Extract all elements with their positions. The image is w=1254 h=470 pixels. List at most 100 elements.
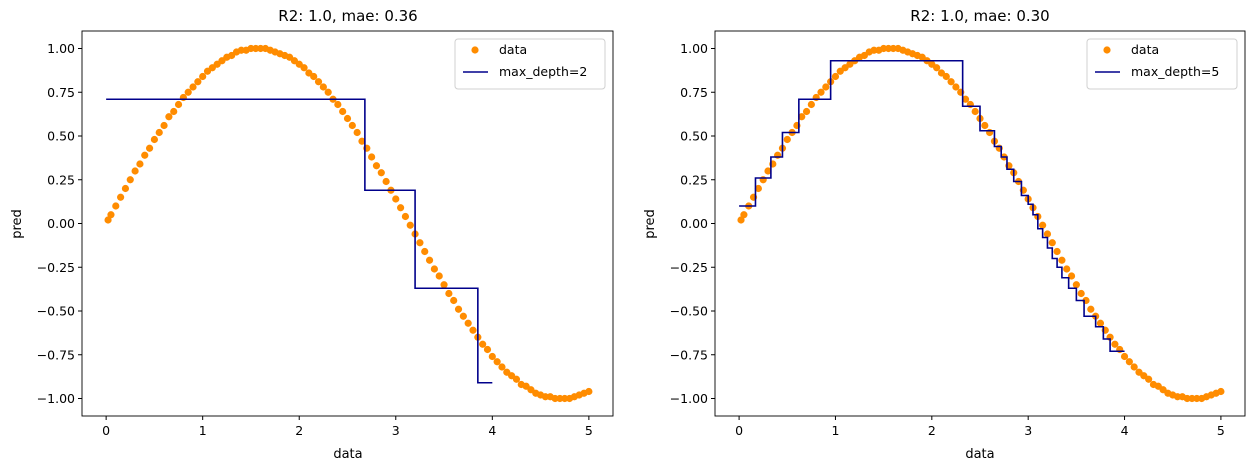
data-point bbox=[334, 100, 342, 109]
legend-label: data bbox=[1131, 42, 1159, 57]
y-tick-label: 0.00 bbox=[47, 216, 75, 231]
y-tick-label: −0.50 bbox=[670, 304, 708, 319]
data-point bbox=[961, 95, 970, 103]
data-point bbox=[440, 281, 448, 289]
data-point bbox=[131, 167, 139, 175]
data-point bbox=[435, 272, 443, 280]
step-line bbox=[739, 59, 1125, 353]
y-tick-label: −0.25 bbox=[37, 260, 75, 275]
y-tick-label: −0.75 bbox=[37, 347, 75, 362]
data-point bbox=[112, 202, 120, 210]
chart-title: R2: 1.0, mae: 0.30 bbox=[910, 7, 1049, 25]
data-point bbox=[512, 375, 521, 383]
x-tick-label: 3 bbox=[392, 423, 400, 438]
x-tick-label: 4 bbox=[488, 423, 496, 438]
data-point bbox=[377, 169, 385, 177]
data-point bbox=[740, 211, 748, 219]
y-tick-label: 1.00 bbox=[47, 41, 75, 56]
legend-marker-data bbox=[471, 46, 479, 54]
data-point bbox=[1058, 256, 1066, 264]
data-point bbox=[150, 135, 159, 144]
legend-marker-data bbox=[1103, 46, 1111, 54]
x-axis-label: data bbox=[333, 447, 362, 462]
data-point bbox=[372, 162, 381, 170]
data-point bbox=[126, 176, 134, 184]
x-tick-label: 1 bbox=[831, 423, 839, 438]
y-tick-label: 1.00 bbox=[680, 41, 708, 56]
data-point bbox=[445, 289, 453, 298]
data-point bbox=[368, 153, 376, 161]
data-point bbox=[324, 88, 332, 96]
data-point bbox=[314, 78, 323, 86]
data-point bbox=[382, 177, 390, 186]
y-axis-label: pred bbox=[643, 209, 658, 239]
data-point bbox=[1096, 319, 1105, 327]
x-tick-label: 2 bbox=[928, 423, 936, 438]
x-tick-label: 2 bbox=[295, 423, 303, 438]
data-point bbox=[397, 204, 405, 212]
data-point bbox=[300, 64, 308, 72]
chart-panel-right: R2: 1.0, mae: 0.30 data pred 0 1 2 3 4 5 1.00 0… bbox=[643, 7, 1246, 462]
x-tick-label: 0 bbox=[102, 423, 110, 438]
plot-area bbox=[82, 31, 613, 416]
chart-title: R2: 1.0, mae: 0.36 bbox=[278, 7, 417, 25]
y-axis-label: pred bbox=[10, 209, 25, 239]
data-point bbox=[1063, 265, 1071, 273]
data-point bbox=[822, 83, 830, 91]
data-point bbox=[1067, 272, 1076, 280]
data-point bbox=[479, 340, 487, 348]
data-point bbox=[1120, 352, 1129, 361]
plot-area bbox=[715, 31, 1245, 416]
data-point bbox=[783, 135, 791, 144]
data-point bbox=[807, 100, 815, 109]
data-point bbox=[136, 160, 144, 168]
data-point bbox=[585, 387, 593, 396]
data-point bbox=[737, 216, 745, 224]
data-point bbox=[1125, 358, 1133, 366]
data-point bbox=[141, 151, 149, 159]
data-point bbox=[155, 128, 163, 137]
data-point bbox=[1072, 281, 1080, 289]
data-point bbox=[981, 121, 989, 130]
y-tick-label: −1.00 bbox=[670, 391, 708, 406]
data-point bbox=[971, 107, 979, 116]
data-point bbox=[194, 78, 202, 86]
data-point bbox=[107, 211, 115, 219]
data-point bbox=[189, 83, 197, 91]
data-point bbox=[1130, 363, 1138, 371]
x-tick-label: 1 bbox=[199, 423, 207, 438]
data-point bbox=[798, 113, 806, 121]
data-point bbox=[754, 184, 762, 193]
data-point bbox=[498, 363, 506, 371]
data-point bbox=[942, 72, 950, 81]
data-point bbox=[121, 184, 130, 193]
y-tick-label: 0.50 bbox=[680, 129, 708, 144]
data-point bbox=[933, 64, 941, 72]
legend-label: max_depth=2 bbox=[499, 64, 587, 79]
data-point bbox=[1053, 247, 1061, 256]
data-point bbox=[184, 88, 192, 96]
axes-frame bbox=[714, 30, 1246, 417]
data-point bbox=[493, 358, 501, 366]
data-point bbox=[319, 83, 327, 91]
data-point bbox=[1145, 375, 1153, 383]
data-point bbox=[459, 312, 467, 320]
data-point bbox=[104, 216, 112, 224]
data-point bbox=[339, 107, 347, 116]
data-point bbox=[343, 114, 352, 123]
data-point bbox=[1048, 239, 1056, 247]
data-point bbox=[488, 352, 496, 361]
x-tick-label: 3 bbox=[1024, 423, 1032, 438]
data-point bbox=[425, 256, 434, 264]
y-tick-label: 0.25 bbox=[680, 172, 708, 187]
y-tick-label: −1.00 bbox=[37, 391, 75, 406]
legend-box bbox=[1086, 38, 1238, 90]
x-tick-label: 0 bbox=[735, 423, 743, 438]
legend-box bbox=[454, 38, 606, 90]
data-point bbox=[406, 221, 414, 229]
data-point bbox=[170, 107, 178, 116]
x-axis-label: data bbox=[965, 447, 994, 462]
data-point bbox=[145, 144, 154, 152]
data-point bbox=[831, 72, 840, 81]
data-point bbox=[430, 265, 438, 273]
